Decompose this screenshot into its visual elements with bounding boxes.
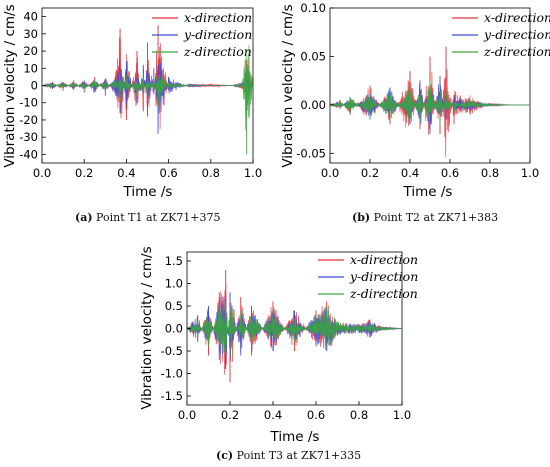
y-tick-label: 0.00 (300, 98, 326, 112)
y-tick-label: 0 (31, 79, 38, 93)
caption-c-text: Point T3 at ZK71+335 (236, 449, 362, 462)
x-axis-label: Time /s (270, 429, 320, 445)
panel-b-chart: 0.0 0.2 0.4 0.6 0.8 1.0 -0.05 0.00 0.05 0.10 Time … (280, 1, 550, 200)
y-axis-label: Vibration velocity / cm/s (280, 4, 296, 167)
y-tick-label: -20 (19, 113, 38, 127)
x-tick-label: 0.4 (401, 166, 419, 180)
caption-a: (a) Point T1 at ZK71+375 (75, 211, 221, 224)
legend-label: x-direction (184, 10, 252, 25)
x-tick-label: 0.6 (441, 166, 459, 180)
x-tick-label: 0.0 (33, 166, 51, 180)
caption-b: (b) Point T2 at ZK71+383 (352, 211, 498, 224)
y-tick-label: -0.5 (161, 344, 183, 358)
y-tick-label: 10 (23, 61, 38, 75)
caption-b-text: Point T2 at ZK71+383 (373, 211, 499, 224)
y-tick-label: 0.5 (165, 299, 183, 313)
x-tick-label: 0.6 (159, 166, 177, 180)
legend-label: z-direction (483, 44, 550, 59)
x-tick-label: 0.8 (350, 408, 368, 422)
caption-a-text: Point T1 at ZK71+375 (96, 211, 221, 224)
y-tick-label: -40 (19, 147, 38, 161)
plot-frame (329, 7, 531, 164)
y-tick-label: 0.10 (300, 1, 326, 15)
series-line-z-direction (186, 305, 402, 354)
legend-label: x-direction (484, 10, 550, 25)
y-tick-label: 40 (23, 10, 38, 24)
x-axis-label: Time /s (123, 184, 173, 200)
legend-label: y-direction (483, 27, 550, 42)
panel-c-chart: 0.0 0.2 0.4 0.6 0.8 1.0 -1.5 -1.0 -0.5 0.0 0.5 1.0 1… (139, 246, 418, 445)
x-tick-label: 0.0 (321, 166, 339, 180)
x-tick-label: 1.0 (521, 166, 539, 180)
y-tick-label: 30 (23, 27, 38, 41)
caption-c: (c) Point T3 at ZK71+335 (216, 449, 361, 462)
caption-a-letter: (a) (75, 211, 93, 224)
panel-a-chart: 0.0 0.2 0.4 0.6 0.8 1.0 -40 -30 -20 -10 0 10 20 30 40 T… (2, 4, 262, 200)
y-tick-label: -0.05 (296, 146, 326, 160)
x-tick-label: 0.0 (178, 408, 196, 422)
y-tick-label: 0.0 (165, 322, 183, 336)
y-axis-label: Vibration velocity / cm/s (139, 246, 155, 409)
x-tick-label: 1.0 (244, 166, 262, 180)
series-line-z-direction (42, 44, 254, 130)
x-tick-label: 0.4 (117, 166, 135, 180)
y-tick-label: 1.5 (165, 254, 183, 268)
x-tick-label: 1.0 (393, 408, 411, 422)
y-tick-label: 0.05 (300, 49, 326, 63)
x-tick-label: 0.8 (481, 166, 499, 180)
x-tick-label: 0.6 (307, 408, 325, 422)
y-tick-label: 1.0 (165, 277, 183, 291)
y-tick-label: -1.5 (161, 389, 183, 403)
legend-label: y-direction (183, 27, 252, 42)
x-tick-label: 0.2 (221, 408, 239, 422)
legend-label: z-direction (183, 44, 252, 59)
x-tick-label: 0.8 (202, 166, 220, 180)
y-tick-label: -10 (19, 96, 38, 110)
x-axis-label: Time /s (403, 184, 453, 200)
y-tick-label: -1.0 (161, 367, 183, 381)
legend-label: y-direction (349, 269, 418, 284)
y-axis-label: Vibration velocity / cm/s (2, 4, 18, 167)
legend-label: z-direction (349, 286, 418, 301)
legend-label: x-direction (350, 252, 418, 267)
y-tick-label: -30 (19, 130, 38, 144)
caption-b-letter: (b) (352, 211, 371, 224)
caption-c-letter: (c) (216, 449, 234, 462)
x-tick-label: 0.2 (361, 166, 379, 180)
y-tick-label: 20 (23, 44, 38, 58)
x-tick-label: 0.2 (75, 166, 93, 180)
x-tick-label: 0.4 (264, 408, 282, 422)
